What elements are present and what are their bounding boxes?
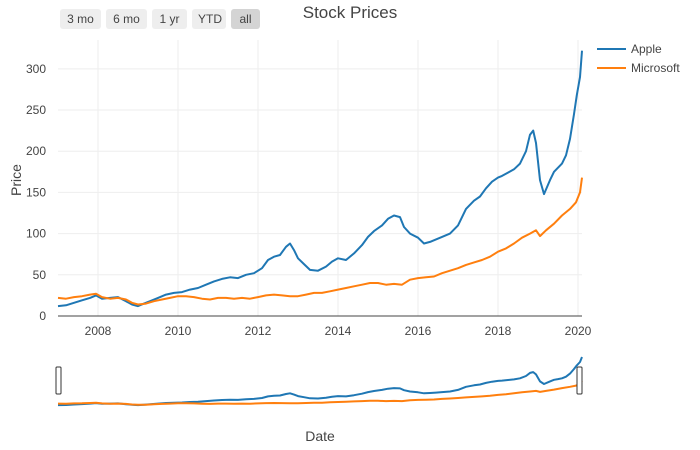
x-tick-label: 2012	[245, 324, 272, 338]
legend-label-microsoft[interactable]: Microsoft	[631, 61, 680, 75]
axis-layer: 0 50 100 150 200 250 300 2008 2010 2012 2014 2016 20…	[26, 62, 592, 338]
x-axis-label: Date	[305, 428, 335, 444]
range-button-6-mo[interactable]: 6 mo	[106, 9, 147, 29]
range-button-3-mo[interactable]: 3 mo	[60, 9, 101, 29]
legend-label-apple[interactable]: Apple	[631, 42, 662, 56]
range-button-1-yr[interactable]: 1 yr	[152, 9, 187, 29]
series-line-microsoft[interactable]	[57, 177, 583, 306]
range-slider-left-handle[interactable]	[55, 366, 62, 395]
x-tick-label: 2008	[85, 324, 112, 338]
x-tick-label: 2010	[165, 324, 192, 338]
legend[interactable]: Apple Microsoft	[597, 42, 680, 75]
range-button-all[interactable]: all	[231, 9, 260, 29]
grid-layer	[58, 40, 582, 316]
y-axis-label: Price	[8, 164, 24, 196]
plot-layer	[57, 50, 583, 308]
x-tick-label: 2020	[565, 324, 592, 338]
series-line-apple[interactable]	[57, 50, 583, 308]
x-tick-label: 2016	[405, 324, 432, 338]
y-tick-label: 100	[26, 227, 46, 241]
range-slider[interactable]	[55, 352, 583, 408]
chart-title: Stock Prices	[303, 3, 397, 22]
y-tick-label: 150	[26, 185, 46, 199]
y-tick-label: 0	[39, 309, 46, 323]
range-button-ytd[interactable]: YTD	[192, 9, 226, 29]
x-tick-label: 2018	[485, 324, 512, 338]
y-tick-label: 250	[26, 103, 46, 117]
x-tick-label: 2014	[325, 324, 352, 338]
y-tick-label: 300	[26, 62, 46, 76]
range-slider-line-microsoft	[57, 380, 583, 406]
y-tick-label: 200	[26, 144, 46, 158]
range-slider-right-handle[interactable]	[576, 366, 583, 395]
y-tick-label: 50	[33, 268, 47, 282]
